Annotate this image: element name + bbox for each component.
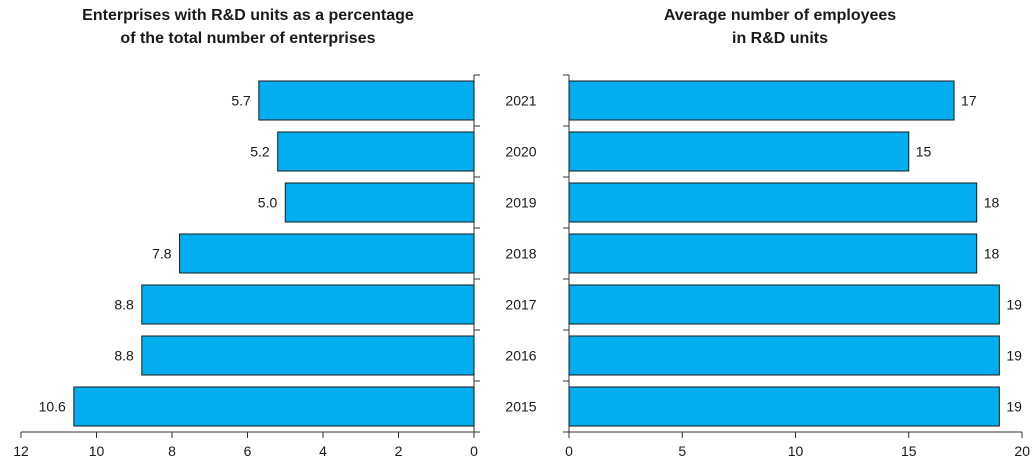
left-x-tick-label: 0 [470, 443, 478, 459]
category-label: 2015 [505, 399, 536, 415]
right-bar-value-label: 17 [961, 93, 977, 109]
left-x-tick-label: 2 [395, 443, 403, 459]
left-title-line: of the total number of enterprises [120, 30, 375, 47]
left-title-line: Enterprises with R&D units as a percenta… [82, 7, 414, 24]
left-bar-value-label: 5.2 [250, 144, 270, 160]
category-labels: 2021 2020 2019 2018 2017 2016 2015 [505, 93, 536, 415]
right-title-line: Average number of employees [664, 7, 896, 24]
right-bar [568, 284, 1000, 325]
category-label: 2019 [505, 195, 536, 211]
right-bar [568, 233, 978, 274]
right-bar-value-label: 15 [916, 144, 932, 160]
right-x-tick-label: 0 [565, 443, 573, 459]
right-x-tick-label: 20 [1014, 443, 1030, 459]
right-bar-value-label: 19 [1006, 297, 1022, 313]
category-label: 2021 [505, 93, 536, 109]
right-bar [568, 386, 1000, 427]
left-bar-value-label: 5.0 [258, 195, 278, 211]
right-bar [568, 182, 978, 223]
right-bar-value-label: 18 [984, 195, 1000, 211]
right-chart-title: Average number of employees in R&D units [664, 7, 896, 47]
right-bar-value-label: 19 [1006, 399, 1022, 415]
right-bar [568, 80, 955, 121]
left-x-tick-label: 8 [168, 443, 176, 459]
left-bar [141, 284, 475, 325]
category-label: 2018 [505, 246, 536, 262]
right-chart: Average number of employees in R&D units 1… [563, 7, 1030, 459]
right-x-tick-label: 15 [901, 443, 917, 459]
right-x-tick-label: 10 [788, 443, 804, 459]
left-bar [179, 233, 475, 274]
right-bar-value-label: 18 [984, 246, 1000, 262]
right-title-line: in R&D units [732, 30, 828, 47]
left-bar [73, 386, 475, 427]
category-label: 2016 [505, 348, 536, 364]
category-label: 2017 [505, 297, 536, 313]
right-bar-value-label: 19 [1006, 348, 1022, 364]
category-label: 2020 [505, 144, 536, 160]
left-bar [141, 335, 475, 376]
left-x-tick-label: 6 [244, 443, 252, 459]
left-bar-value-label: 5.7 [231, 93, 251, 109]
right-x-tick-label: 5 [678, 443, 686, 459]
left-bar [258, 80, 475, 121]
left-bar [284, 182, 475, 223]
left-bar [277, 131, 475, 172]
left-bar-value-label: 8.8 [114, 297, 134, 313]
left-x-tick-label: 12 [13, 443, 29, 459]
left-bar-value-label: 7.8 [152, 246, 172, 262]
left-bar-value-label: 8.8 [114, 348, 134, 364]
left-x-tick-label: 10 [89, 443, 105, 459]
left-chart: Enterprises with R&D units as a percenta… [13, 7, 480, 459]
right-bar [568, 131, 910, 172]
left-x-tick-label: 4 [319, 443, 327, 459]
left-bar-value-label: 10.6 [39, 399, 66, 415]
left-chart-title: Enterprises with R&D units as a percenta… [82, 7, 414, 47]
right-bar [568, 335, 1000, 376]
